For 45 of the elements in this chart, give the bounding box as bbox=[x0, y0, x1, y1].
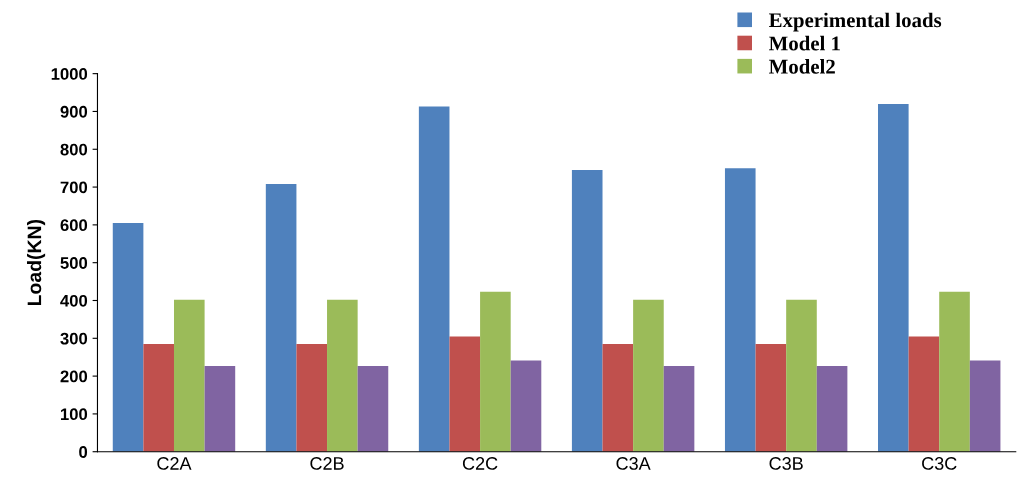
y-tick-label: 700 bbox=[60, 181, 88, 194]
bar bbox=[816, 365, 848, 452]
bar bbox=[327, 299, 358, 452]
x-tick-label: C2A bbox=[157, 457, 192, 470]
bar bbox=[204, 365, 236, 452]
x-tick-label: C3B bbox=[769, 457, 803, 470]
x-tick-label: C3A bbox=[616, 457, 651, 470]
bar bbox=[571, 170, 603, 452]
bar bbox=[418, 106, 450, 452]
bar bbox=[112, 222, 144, 452]
bar bbox=[449, 336, 481, 452]
bar bbox=[265, 184, 297, 452]
y-tick-label: 0 bbox=[79, 446, 88, 458]
bar bbox=[602, 343, 634, 452]
bar bbox=[296, 343, 328, 452]
y-tick-label: 1000 bbox=[51, 68, 88, 80]
legend-label: Experimental loads bbox=[769, 12, 942, 32]
bar bbox=[724, 168, 756, 452]
bar bbox=[633, 299, 664, 452]
bar bbox=[357, 365, 389, 452]
legend-label: Model 1 bbox=[769, 35, 840, 51]
y-tick-label: 500 bbox=[60, 257, 88, 269]
bar bbox=[173, 299, 205, 452]
bar bbox=[786, 299, 817, 452]
y-tick-label: 600 bbox=[60, 219, 88, 232]
y-axis-title: Load(KN) bbox=[26, 219, 46, 306]
legend-label: Model2 bbox=[769, 59, 835, 74]
y-tick-label: 800 bbox=[60, 143, 88, 156]
bar bbox=[143, 343, 174, 452]
y-tick-label: 900 bbox=[60, 105, 88, 118]
bar bbox=[908, 336, 940, 452]
y-tick-label: 200 bbox=[60, 370, 88, 383]
bar bbox=[878, 103, 909, 452]
y-tick-label: 100 bbox=[60, 408, 88, 421]
bar bbox=[755, 343, 787, 452]
y-tick-label: 400 bbox=[60, 294, 88, 307]
bar bbox=[969, 360, 1001, 452]
x-tick-label: C2B bbox=[310, 457, 344, 470]
y-tick-label: 300 bbox=[60, 332, 88, 345]
bar bbox=[480, 291, 511, 452]
x-tick-label: C3C bbox=[922, 457, 957, 470]
x-tick-label: C2C bbox=[462, 457, 498, 470]
bar bbox=[663, 365, 695, 452]
bar bbox=[510, 360, 542, 452]
bar bbox=[939, 291, 970, 452]
